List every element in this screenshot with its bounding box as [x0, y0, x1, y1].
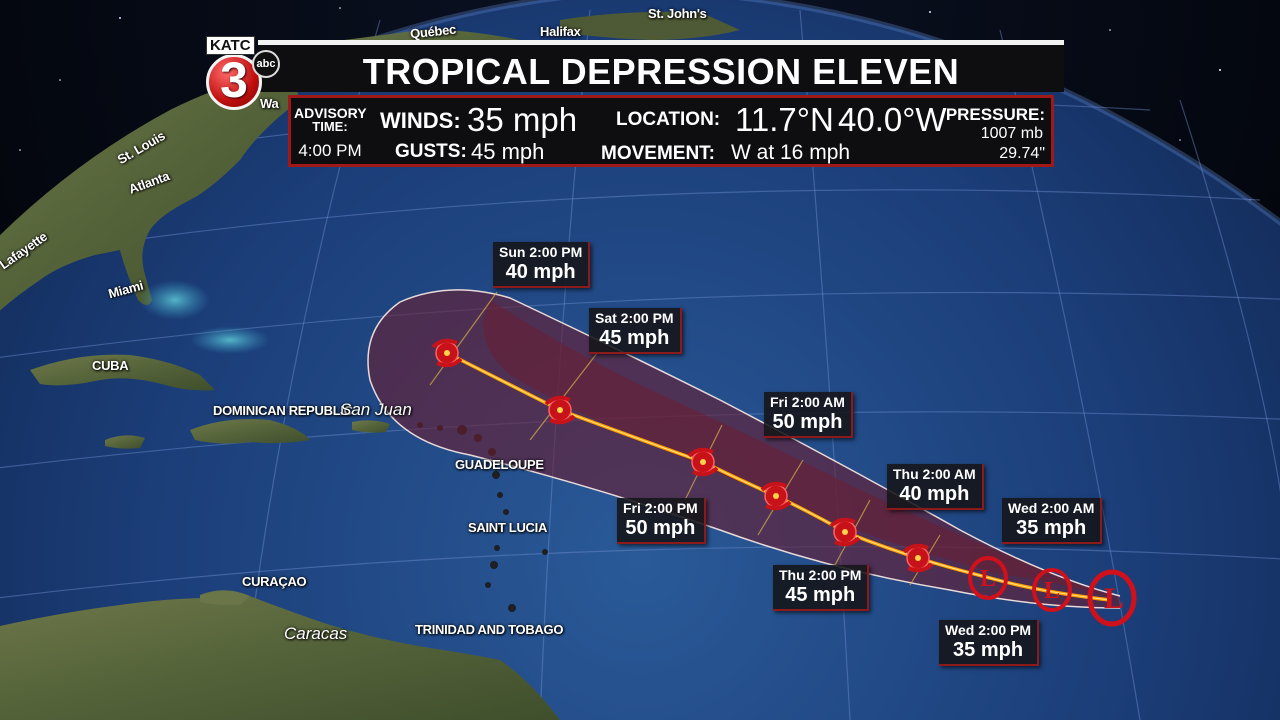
forecast-wind: 45 mph	[785, 584, 856, 606]
label-cuba: CUBA	[92, 358, 129, 373]
forecast-wind: 35 mph	[953, 639, 1024, 661]
winds-value: 35 mph	[467, 101, 578, 138]
advisory-time: 4:00 PM	[298, 141, 362, 160]
pressure-mb: 1007 mb	[980, 125, 1043, 142]
low-symbol-icon: L	[1032, 568, 1072, 612]
forecast-wind: 40 mph	[899, 483, 970, 505]
gusts-label: GUSTS:	[395, 141, 467, 162]
storm-symbols	[431, 338, 934, 573]
page-title: TROPICAL DEPRESSION ELEVEN	[362, 51, 960, 92]
label-st-johns: St. John's	[648, 6, 707, 21]
forecast-box-sun-2pm: Sun 2:00 PM 40 mph	[493, 242, 591, 288]
forecast-box-sat-2pm: Sat 2:00 PM 45 mph	[589, 308, 682, 354]
forecast-time: Wed 2:00 AM	[1008, 500, 1095, 516]
forecast-time: Thu 2:00 PM	[779, 567, 862, 583]
forecast-time: Sat 2:00 PM	[595, 310, 674, 326]
storm-symbol-icon	[902, 543, 934, 573]
advisory-label-line2: TIME:	[312, 119, 348, 134]
gusts-value: 45 mph	[471, 139, 545, 164]
logo-channel-number: 3	[220, 52, 248, 108]
pressure-inches: 29.74"	[999, 145, 1045, 162]
land-south-america	[0, 590, 560, 720]
forecast-time: Fri 2:00 AM	[770, 394, 845, 410]
svg-text:L: L	[980, 566, 996, 592]
forecast-box-fri-2pm: Fri 2:00 PM 50 mph	[617, 498, 706, 544]
storm-symbol-icon	[760, 481, 792, 511]
storm-symbol-icon	[829, 517, 861, 547]
forecast-wind: 40 mph	[505, 261, 576, 283]
forecast-time: Sun 2:00 PM	[499, 244, 583, 260]
storm-symbol-icon	[431, 338, 463, 368]
forecast-wind: 50 mph	[772, 411, 843, 433]
forecast-box-thu-2am: Thu 2:00 AM 40 mph	[887, 464, 984, 510]
station-logo: 3 KATC abc	[200, 34, 284, 114]
label-san-juan: San Juan	[340, 400, 412, 419]
advisory-label-line1: ADVISORY	[294, 105, 367, 121]
storm-symbol-icon	[687, 447, 719, 477]
forecast-time: Wed 2:00 PM	[945, 622, 1032, 638]
forecast-time: Thu 2:00 AM	[893, 466, 976, 482]
location-lon: 40.0°W	[838, 101, 947, 138]
movement-label: MOVEMENT:	[601, 143, 715, 164]
forecast-wind: 45 mph	[599, 327, 670, 349]
location-label: LOCATION:	[616, 109, 721, 130]
logo-network: abc	[252, 50, 280, 78]
forecast-box-fri-2am: Fri 2:00 AM 50 mph	[764, 392, 853, 438]
storm-symbol-icon	[544, 395, 576, 425]
label-wa: Wa	[260, 96, 279, 111]
low-symbols: L L L	[968, 556, 1137, 627]
forecast-time: Fri 2:00 PM	[623, 500, 698, 516]
winds-label: WINDS:	[380, 108, 461, 133]
forecast-box-wed-2am: Wed 2:00 AM 35 mph	[1002, 498, 1103, 544]
svg-text:L: L	[1104, 582, 1124, 615]
label-saint-lucia: SAINT LUCIA	[468, 520, 548, 535]
forecast-box-wed-2pm: Wed 2:00 PM 35 mph	[939, 620, 1040, 666]
land-caribbean	[30, 280, 548, 612]
low-symbol-icon: L	[968, 556, 1008, 600]
svg-text:L: L	[1044, 578, 1060, 604]
label-trinidad-and-tobago: TRINIDAD AND TOBAGO	[415, 622, 564, 637]
advisory-info-bar: ADVISORY TIME: 4:00 PM WINDS: 35 mph GUS…	[288, 95, 1054, 167]
label-curacao: CURAÇAO	[242, 574, 307, 589]
low-symbol-icon: L	[1087, 569, 1137, 627]
movement-value: W at 16 mph	[731, 141, 851, 164]
pressure-label: PRESSURE:	[945, 105, 1045, 124]
label-dominican-republic: DOMINICAN REPUBLIC	[213, 403, 353, 418]
logo-station-name: KATC	[206, 36, 255, 55]
label-guadeloupe: GUADELOUPE	[455, 457, 544, 472]
forecast-wind: 35 mph	[1016, 517, 1087, 539]
location-lat: 11.7°N	[735, 101, 834, 138]
label-halifax: Halifax	[540, 24, 581, 39]
label-caracas: Caracas	[284, 624, 348, 643]
title-bar: TROPICAL DEPRESSION ELEVEN	[258, 40, 1064, 92]
forecast-box-thu-2pm: Thu 2:00 PM 45 mph	[773, 565, 870, 611]
forecast-wind: 50 mph	[625, 517, 696, 539]
